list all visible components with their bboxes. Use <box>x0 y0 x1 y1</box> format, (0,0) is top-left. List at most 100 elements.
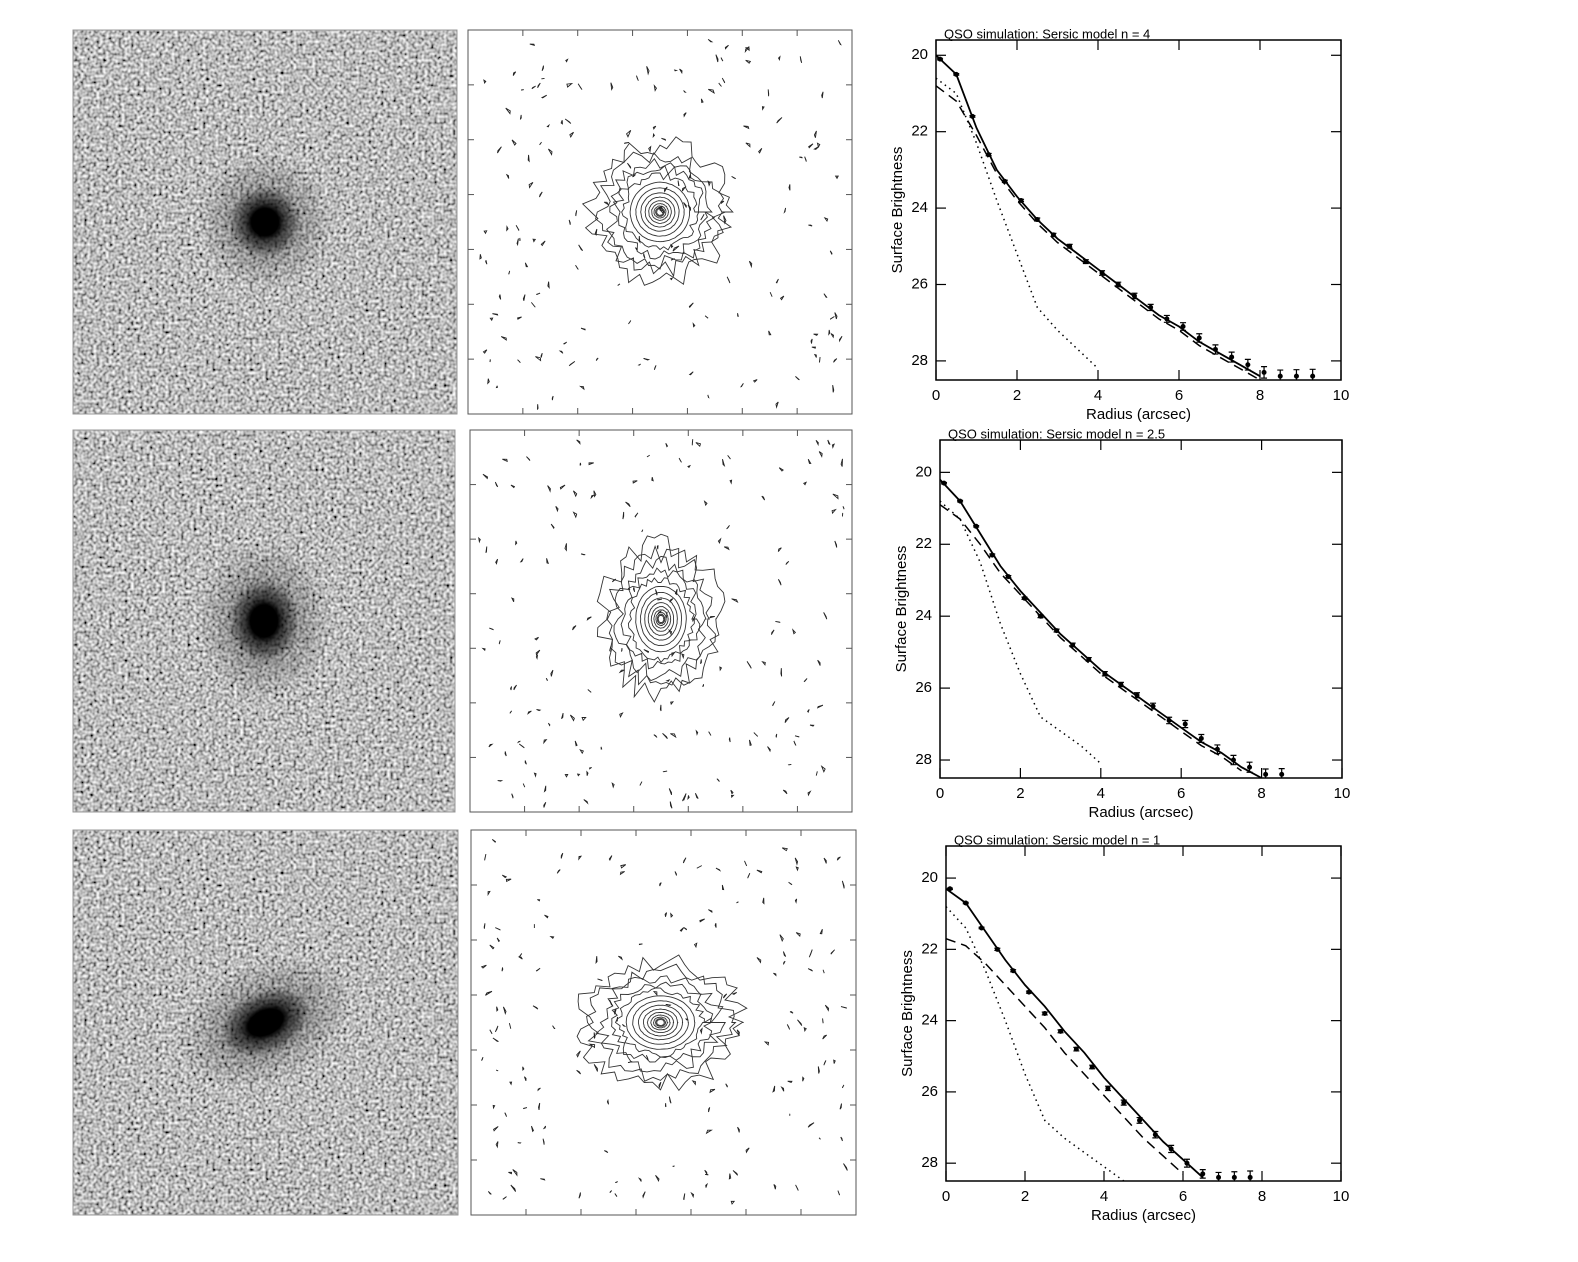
noise-contour <box>643 649 650 654</box>
noise-contour <box>708 1107 711 1113</box>
noise-contour <box>496 1069 499 1072</box>
noise-contour <box>578 1192 581 1199</box>
noise-contour <box>588 462 594 466</box>
noise-contour <box>619 871 625 876</box>
data-point <box>1261 369 1267 375</box>
noise-contour <box>575 210 578 217</box>
noise-contour <box>502 874 508 879</box>
noise-contour <box>704 315 709 319</box>
noise-contour <box>535 649 541 657</box>
noise-contour <box>777 55 781 61</box>
noise-contour <box>652 132 656 138</box>
noise-contour <box>614 1193 618 1197</box>
noise-contour <box>665 1004 672 1006</box>
profile-line <box>940 500 1102 765</box>
noise-contour <box>728 737 731 743</box>
noise-contour <box>723 546 730 551</box>
data-point <box>1038 613 1043 619</box>
noise-contour <box>537 404 539 410</box>
noise-contour <box>775 401 779 409</box>
data-point <box>1198 735 1204 741</box>
noise-contour <box>731 175 736 180</box>
noise-contour <box>780 668 783 677</box>
noise-contour <box>488 743 494 748</box>
noise-contour <box>483 79 487 84</box>
noise-contour <box>783 207 787 214</box>
contour <box>644 196 676 228</box>
noise-contour <box>705 1173 709 1176</box>
noise-contour <box>807 968 813 972</box>
x-tick-label: 6 <box>1177 785 1185 802</box>
noise-contour <box>632 587 636 592</box>
noise-contour <box>674 871 677 876</box>
data-point <box>1026 989 1032 995</box>
noise-contour <box>670 701 675 706</box>
noise-contour <box>493 1126 499 1132</box>
data-point <box>979 925 985 931</box>
noise-contour <box>831 443 835 449</box>
contour-frame <box>467 29 853 415</box>
noise-contour <box>682 857 687 864</box>
y-axis-label: Surface Brightness <box>893 546 910 673</box>
noise-contour <box>704 1169 708 1175</box>
noise-contour <box>787 763 792 766</box>
contour <box>635 187 685 237</box>
noise-contour <box>502 1196 507 1200</box>
profile-line <box>940 504 1242 772</box>
noise-contour <box>793 740 797 746</box>
data-point <box>1137 1117 1143 1123</box>
noise-contour <box>653 84 657 92</box>
object-core <box>230 581 298 661</box>
noise-contour <box>782 960 786 965</box>
noise-contour <box>527 710 532 715</box>
noise-contour <box>530 302 536 308</box>
noise-contour <box>756 957 762 964</box>
x-tick-label: 0 <box>936 785 944 802</box>
image-frame <box>72 829 459 1216</box>
x-tick-label: 8 <box>1256 387 1264 404</box>
noise-contour <box>590 494 596 500</box>
noise-contour <box>626 129 632 138</box>
noise-contour <box>632 480 638 484</box>
noise-contour <box>808 224 813 227</box>
y-tick-label: 26 <box>921 1083 938 1100</box>
contour <box>640 591 683 646</box>
noise-contour <box>803 481 808 486</box>
noise-contour <box>772 1085 776 1093</box>
noise-contour <box>693 942 698 949</box>
noise-contour <box>547 722 551 727</box>
contour <box>595 975 726 1073</box>
noise-contour <box>575 264 579 270</box>
data-point <box>1070 642 1076 648</box>
data-point <box>1245 362 1251 368</box>
profile-line <box>936 54 1261 377</box>
noise-contour <box>524 262 529 268</box>
data-point <box>1099 270 1105 276</box>
noise-contour <box>517 740 521 744</box>
noise-contour <box>577 83 583 90</box>
noise-contour <box>736 1029 740 1036</box>
data-point <box>1073 1046 1079 1052</box>
noise-contour <box>558 350 564 354</box>
contour <box>648 200 672 224</box>
contour <box>637 1004 684 1041</box>
noise-contour <box>837 40 842 46</box>
noise-contour <box>807 458 812 464</box>
noise-contour <box>559 484 566 490</box>
noise-contour <box>513 684 517 691</box>
noise-contour <box>731 598 739 604</box>
object-core <box>221 989 310 1056</box>
noise-contour <box>632 174 636 178</box>
y-axis-label: Surface Brightness <box>899 950 916 1077</box>
y-tick-label: 22 <box>915 535 932 552</box>
y-tick-label: 28 <box>915 751 932 768</box>
noise-contour <box>720 200 725 205</box>
noise-contour <box>842 506 845 510</box>
noise-contour <box>508 1171 513 1175</box>
contour <box>596 533 726 703</box>
noise-contour <box>662 770 668 773</box>
noise-contour <box>489 317 494 322</box>
x-axis-label: Radius (arcsec) <box>1088 804 1193 821</box>
noise-contour <box>657 598 663 601</box>
